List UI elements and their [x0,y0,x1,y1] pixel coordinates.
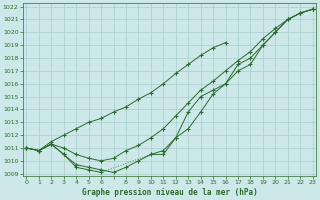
X-axis label: Graphe pression niveau de la mer (hPa): Graphe pression niveau de la mer (hPa) [82,188,257,197]
